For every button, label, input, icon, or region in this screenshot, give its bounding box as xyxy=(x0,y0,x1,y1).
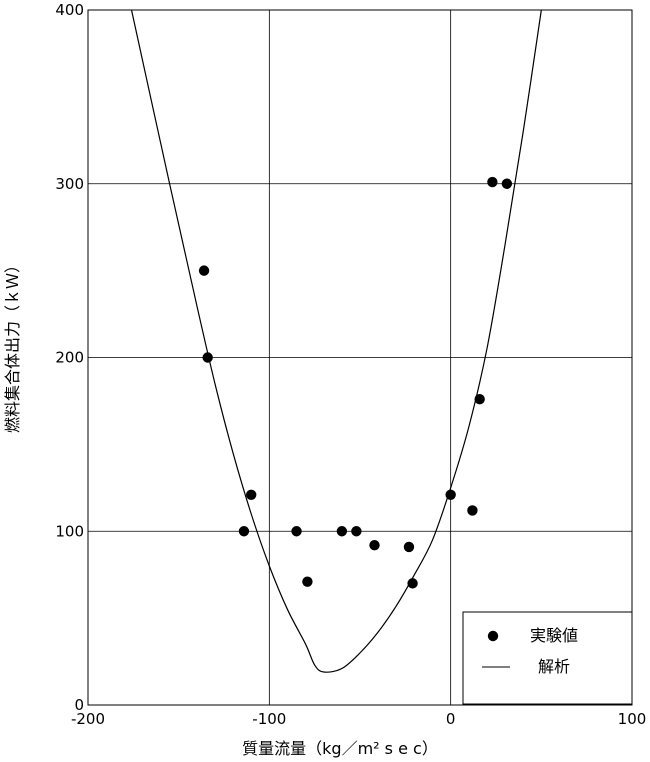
data-point xyxy=(202,352,213,363)
legend-marker-experimental xyxy=(487,630,499,642)
data-point xyxy=(291,526,302,537)
data-point xyxy=(501,178,513,189)
data-point xyxy=(336,526,348,537)
legend: 実験値 解析 xyxy=(462,611,633,705)
data-point xyxy=(351,526,362,537)
x-tick-label: 0 xyxy=(446,710,456,728)
legend-label-analysis: 解析 xyxy=(538,657,570,676)
x-tick-label: -200 xyxy=(71,710,105,728)
grid xyxy=(88,10,632,705)
data-point xyxy=(369,539,380,551)
x-axis-label: 質量流量（kg／m² s e c） xyxy=(242,739,438,758)
y-tick-label: 200 xyxy=(55,349,84,367)
y-tick-label: 100 xyxy=(55,522,84,540)
analysis-curve xyxy=(130,9,542,673)
data-point xyxy=(198,265,210,276)
x-tick-label: 100 xyxy=(618,710,647,728)
x-tick-labels: -200 -100 0 100 xyxy=(71,710,646,728)
data-point xyxy=(487,176,498,188)
data-point xyxy=(474,394,485,405)
data-point xyxy=(246,489,257,500)
data-point xyxy=(403,541,415,553)
data-point xyxy=(238,526,250,537)
data-point xyxy=(407,578,418,589)
data-point xyxy=(302,576,313,587)
plot-frame xyxy=(87,9,633,706)
data-point xyxy=(445,489,456,500)
y-tick-label: 400 xyxy=(55,1,84,19)
y-tick-label: 300 xyxy=(55,175,84,193)
x-tick-label: -100 xyxy=(252,710,286,728)
legend-label-experimental: 実験値 xyxy=(530,626,578,645)
data-point xyxy=(467,505,478,516)
y-axis-label: 燃料集合体出力（ｋＷ） xyxy=(3,257,22,433)
experimental-points xyxy=(198,176,513,589)
legend-box xyxy=(462,611,633,705)
y-tick-labels: 0 100 200 300 400 xyxy=(55,1,84,714)
y-tick-label: 0 xyxy=(74,696,84,714)
